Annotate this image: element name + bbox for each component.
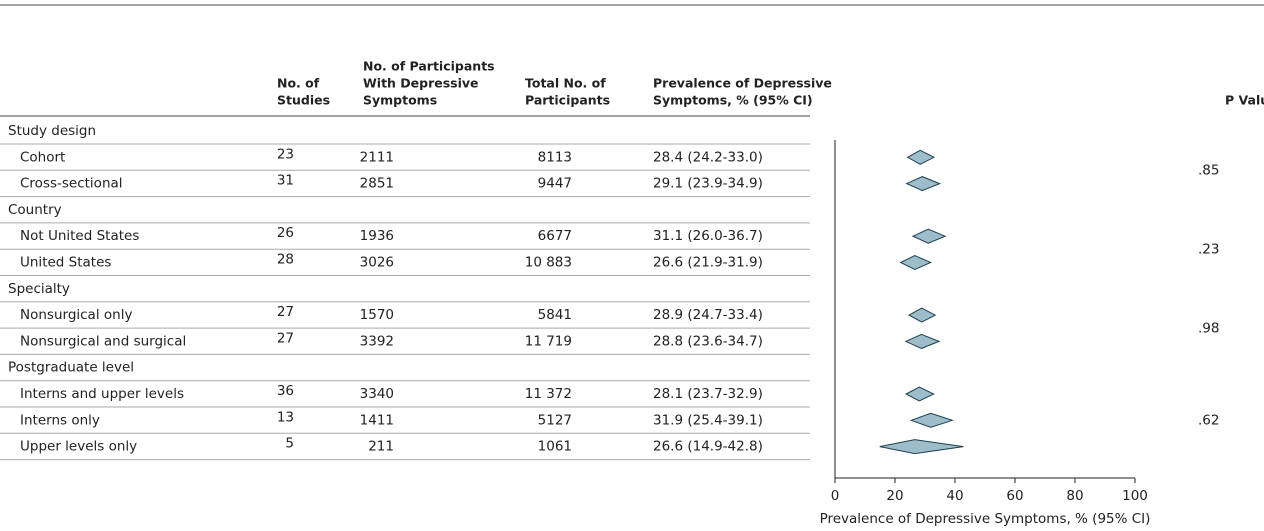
prevalence-ci: 28.8 (23.6-34.7)	[653, 333, 763, 349]
x-tick-label: 100	[1122, 488, 1148, 504]
studies: 28	[277, 252, 294, 268]
group-label: Specialty	[8, 281, 70, 297]
row-label: Interns and upper levels	[20, 386, 184, 402]
with-symptoms: 1411	[360, 412, 394, 428]
prevalence-ci: 26.6 (21.9-31.9)	[653, 255, 763, 271]
diamond	[911, 228, 947, 244]
column-header: No. of Participants	[363, 59, 495, 74]
group-label: Postgraduate level	[8, 360, 134, 376]
total: 11 719	[525, 333, 572, 349]
column-header: Prevalence of Depressive	[653, 76, 832, 91]
p-value: .98	[1198, 320, 1219, 336]
p-value: .62	[1198, 412, 1219, 428]
column-header: Symptoms	[363, 93, 437, 108]
with-symptoms: 2111	[360, 149, 394, 165]
column-header: Participants	[525, 93, 610, 108]
with-symptoms: 3026	[360, 255, 394, 271]
row-label: Nonsurgical only	[20, 307, 132, 323]
prevalence-ci: 28.4 (24.2-33.0)	[653, 149, 763, 165]
row-label: Interns only	[20, 412, 100, 428]
column-header: No. of	[277, 76, 320, 91]
diamond	[908, 307, 937, 323]
column-header: With Depressive	[363, 76, 479, 91]
studies: 26	[277, 225, 294, 241]
studies: 5	[285, 436, 294, 452]
diamond	[906, 149, 936, 165]
diamond	[909, 412, 954, 428]
with-symptoms: 211	[368, 439, 394, 455]
diamond	[905, 386, 935, 402]
with-symptoms: 3340	[360, 386, 394, 402]
prevalence-ci: 28.1 (23.7-32.9)	[653, 386, 763, 402]
p-value: .85	[1198, 162, 1219, 178]
column-header: P Value	[1225, 93, 1264, 108]
column-header: Total No. of	[525, 76, 606, 91]
total: 9447	[538, 176, 572, 192]
studies: 23	[277, 146, 294, 162]
with-symptoms: 2851	[360, 176, 394, 192]
total: 1061	[538, 439, 572, 455]
prevalence-ci: 31.1 (26.0-36.7)	[653, 228, 763, 244]
studies: 27	[277, 304, 294, 320]
prevalence-ci: 26.6 (14.9-42.8)	[653, 439, 763, 455]
column-header: Studies	[277, 93, 330, 108]
x-tick-label: 40	[946, 488, 963, 504]
total: 5841	[538, 307, 572, 323]
prevalence-ci: 31.9 (25.4-39.1)	[653, 412, 763, 428]
total: 8113	[538, 149, 572, 165]
row-label: United States	[20, 255, 111, 271]
x-tick-label: 20	[886, 488, 903, 504]
with-symptoms: 3392	[360, 333, 394, 349]
row-label: Cross-sectional	[20, 176, 123, 192]
group-label: Country	[8, 202, 62, 218]
column-header: Symptoms, % (95% CI)	[653, 93, 813, 108]
diamond	[899, 254, 932, 271]
studies: 27	[277, 330, 294, 346]
diamond	[879, 439, 964, 455]
x-axis-label: Prevalence of Depressive Symptoms, % (95…	[820, 511, 1151, 527]
total: 11 372	[525, 386, 572, 402]
total: 6677	[538, 228, 572, 244]
x-tick-label: 80	[1066, 488, 1083, 504]
studies: 31	[277, 173, 294, 189]
diamond	[905, 176, 942, 192]
row-label: Cohort	[20, 149, 65, 165]
total: 10 883	[525, 255, 572, 271]
row-label: Upper levels only	[20, 439, 137, 455]
x-tick-label: 60	[1006, 488, 1023, 504]
diamond	[904, 333, 941, 349]
row-label: Nonsurgical and surgical	[20, 333, 186, 349]
group-label: Study design	[8, 123, 96, 139]
studies: 13	[277, 409, 294, 425]
with-symptoms: 1936	[360, 228, 394, 244]
total: 5127	[538, 412, 572, 428]
row-label: Not United States	[20, 228, 139, 244]
with-symptoms: 1570	[360, 307, 394, 323]
studies: 36	[277, 383, 294, 399]
x-tick-label: 0	[831, 488, 840, 504]
p-value: .23	[1198, 241, 1219, 257]
prevalence-ci: 29.1 (23.9-34.9)	[653, 176, 763, 192]
prevalence-ci: 28.9 (24.7-33.4)	[653, 307, 763, 323]
